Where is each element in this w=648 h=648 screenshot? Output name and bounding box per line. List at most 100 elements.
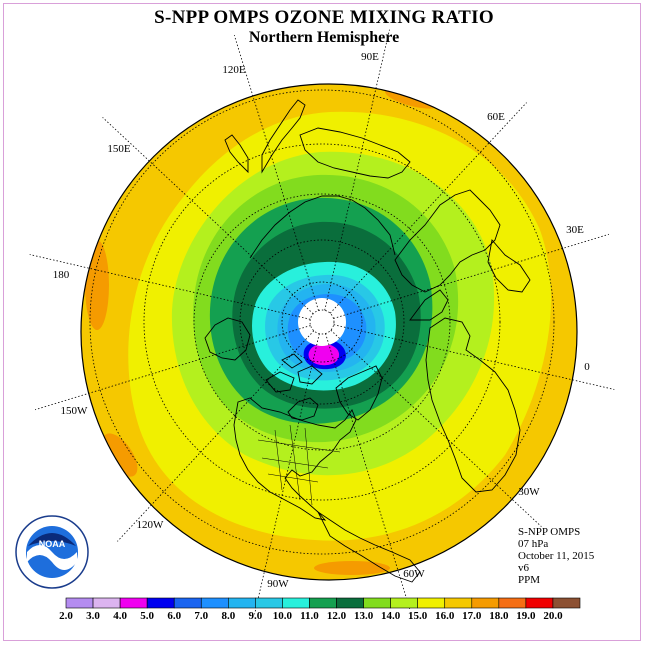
meridian-line bbox=[34, 325, 311, 411]
colorbar-tick-label: 19.0 bbox=[516, 610, 536, 622]
colorbar-swatch bbox=[417, 597, 446, 609]
colorbar-swatch bbox=[200, 597, 229, 609]
meridian-line bbox=[102, 117, 314, 315]
lon-label-150e: 150E bbox=[107, 143, 131, 155]
colorbar-swatch bbox=[65, 597, 94, 609]
contour-band-16-17 bbox=[102, 433, 138, 477]
info-date: October 11, 2015 bbox=[518, 550, 595, 562]
latitude-circle-30 bbox=[89, 89, 555, 555]
colorbar-tick-label: 18.0 bbox=[489, 610, 509, 622]
colorbar-tick-label: 3.0 bbox=[86, 610, 100, 622]
colorbar-tick-label: 13.0 bbox=[354, 610, 374, 622]
meridian-line bbox=[330, 329, 542, 527]
colorbar-swatch bbox=[228, 597, 256, 609]
contour-band-4-5 bbox=[308, 343, 340, 366]
colorbar-swatch bbox=[444, 597, 473, 609]
colorbar-swatch bbox=[552, 597, 581, 609]
colorbar-swatch bbox=[282, 597, 310, 609]
alaska-coast bbox=[204, 317, 251, 361]
meridian-line bbox=[329, 102, 527, 314]
arabia-coast bbox=[487, 238, 531, 293]
colorbar-tick-label: 20.0 bbox=[543, 610, 563, 622]
colorbar-tick-label: 9.0 bbox=[248, 610, 262, 622]
contour-band-16-17 bbox=[85, 240, 109, 330]
latitude-circle-50 bbox=[193, 193, 451, 451]
longitude-labels: 90E 60E 30E 0 30W 60W 90W 120W 150W 180 … bbox=[53, 51, 591, 590]
south-america-coast bbox=[316, 510, 421, 583]
contour-band-16-17 bbox=[314, 561, 390, 575]
meridian-line bbox=[333, 324, 615, 390]
colorbar-tick-label: 15.0 bbox=[408, 610, 428, 622]
noaa-logo: NOAA bbox=[15, 515, 89, 589]
lon-label-120e: 120E bbox=[222, 64, 246, 76]
colorbar-swatch bbox=[309, 597, 337, 609]
colorbar-swatch bbox=[146, 597, 175, 609]
page-subtitle: Northern Hemisphere bbox=[248, 29, 400, 46]
meridian-line bbox=[117, 330, 315, 542]
colorbar-swatch bbox=[255, 597, 283, 609]
colorbar-swatch bbox=[92, 597, 121, 609]
meridian-line bbox=[333, 233, 610, 319]
lon-label-180: 180 bbox=[53, 269, 70, 281]
latitude-circle-40 bbox=[143, 143, 501, 501]
meridian-line bbox=[324, 29, 390, 311]
asia-coast-west bbox=[394, 189, 501, 293]
lon-label-30e: 30E bbox=[566, 224, 584, 236]
colorbar-swatch bbox=[336, 597, 364, 609]
europe-africa-coast bbox=[425, 317, 521, 493]
polar-data-gap bbox=[298, 298, 346, 346]
graticule bbox=[29, 29, 615, 615]
lon-label-0: 0 bbox=[584, 361, 590, 373]
greenland-coast bbox=[335, 365, 383, 421]
kamchatka-coast bbox=[261, 99, 306, 174]
political-boundaries bbox=[257, 424, 341, 506]
lon-label-60w: 60W bbox=[403, 568, 425, 580]
lon-label-90w: 90W bbox=[267, 578, 289, 590]
colorbar-tick-label: 4.0 bbox=[113, 610, 127, 622]
info-level: 07 hPa bbox=[518, 538, 549, 550]
map-boundary bbox=[80, 83, 578, 581]
colorbar-tick-label: 14.0 bbox=[381, 610, 401, 622]
japan-coast bbox=[224, 134, 249, 174]
page-title: S-NPP OMPS OZONE MIXING RATIO bbox=[154, 7, 494, 28]
lon-label-60e: 60E bbox=[487, 111, 505, 123]
info-version: v6 bbox=[518, 562, 529, 574]
colorbar-tick-label: 10.0 bbox=[273, 610, 293, 622]
colorbar-swatch bbox=[390, 597, 418, 609]
colorbar-swatch bbox=[363, 597, 391, 609]
colorbar-swatch bbox=[471, 597, 500, 609]
colorbar-swatch bbox=[119, 597, 148, 609]
colorbar-tick-label: 11.0 bbox=[300, 610, 319, 622]
colorbar-tick-label: 16.0 bbox=[435, 610, 455, 622]
lon-label-150w: 150W bbox=[61, 405, 89, 417]
colorbar-tick-label: 8.0 bbox=[221, 610, 235, 622]
colorbar-tick-label: 12.0 bbox=[327, 610, 347, 622]
colorbar-swatch bbox=[498, 597, 527, 609]
latitude-circle-70 bbox=[281, 281, 363, 363]
coastlines bbox=[204, 99, 531, 583]
colorbar-tick-label: 6.0 bbox=[167, 610, 181, 622]
lon-label-30w: 30W bbox=[518, 486, 540, 498]
colorbar-swatch bbox=[173, 597, 202, 609]
latitude-circle-80 bbox=[309, 309, 335, 335]
asia-coast-north bbox=[249, 195, 396, 259]
colorbar-tick-label: 7.0 bbox=[194, 610, 208, 622]
lon-label-120w: 120W bbox=[137, 519, 165, 531]
map-frame bbox=[3, 3, 641, 641]
colorbar: 2.0 3.0 4.0 5.0 6.0 7.0 8.0 9.0 10.0 11.0 12.0 13.0… bbox=[59, 597, 581, 622]
meridian-line bbox=[325, 333, 411, 610]
lon-label-90e: 90E bbox=[361, 51, 379, 63]
logo-text: NOAA bbox=[39, 539, 66, 549]
ozone-field bbox=[81, 84, 577, 580]
colorbar-tick-label: 2.0 bbox=[59, 610, 73, 622]
meridians bbox=[29, 29, 615, 615]
meridian-line bbox=[29, 254, 311, 320]
east-asia-coast bbox=[299, 127, 411, 179]
info-units: PPM bbox=[518, 574, 541, 586]
colorbar-tick-label: 5.0 bbox=[140, 610, 154, 622]
info-instrument: S-NPP OMPS bbox=[518, 526, 581, 538]
canadian-archipelago bbox=[265, 353, 323, 393]
meridian-line bbox=[233, 34, 319, 311]
colorbar-swatch bbox=[525, 597, 554, 609]
